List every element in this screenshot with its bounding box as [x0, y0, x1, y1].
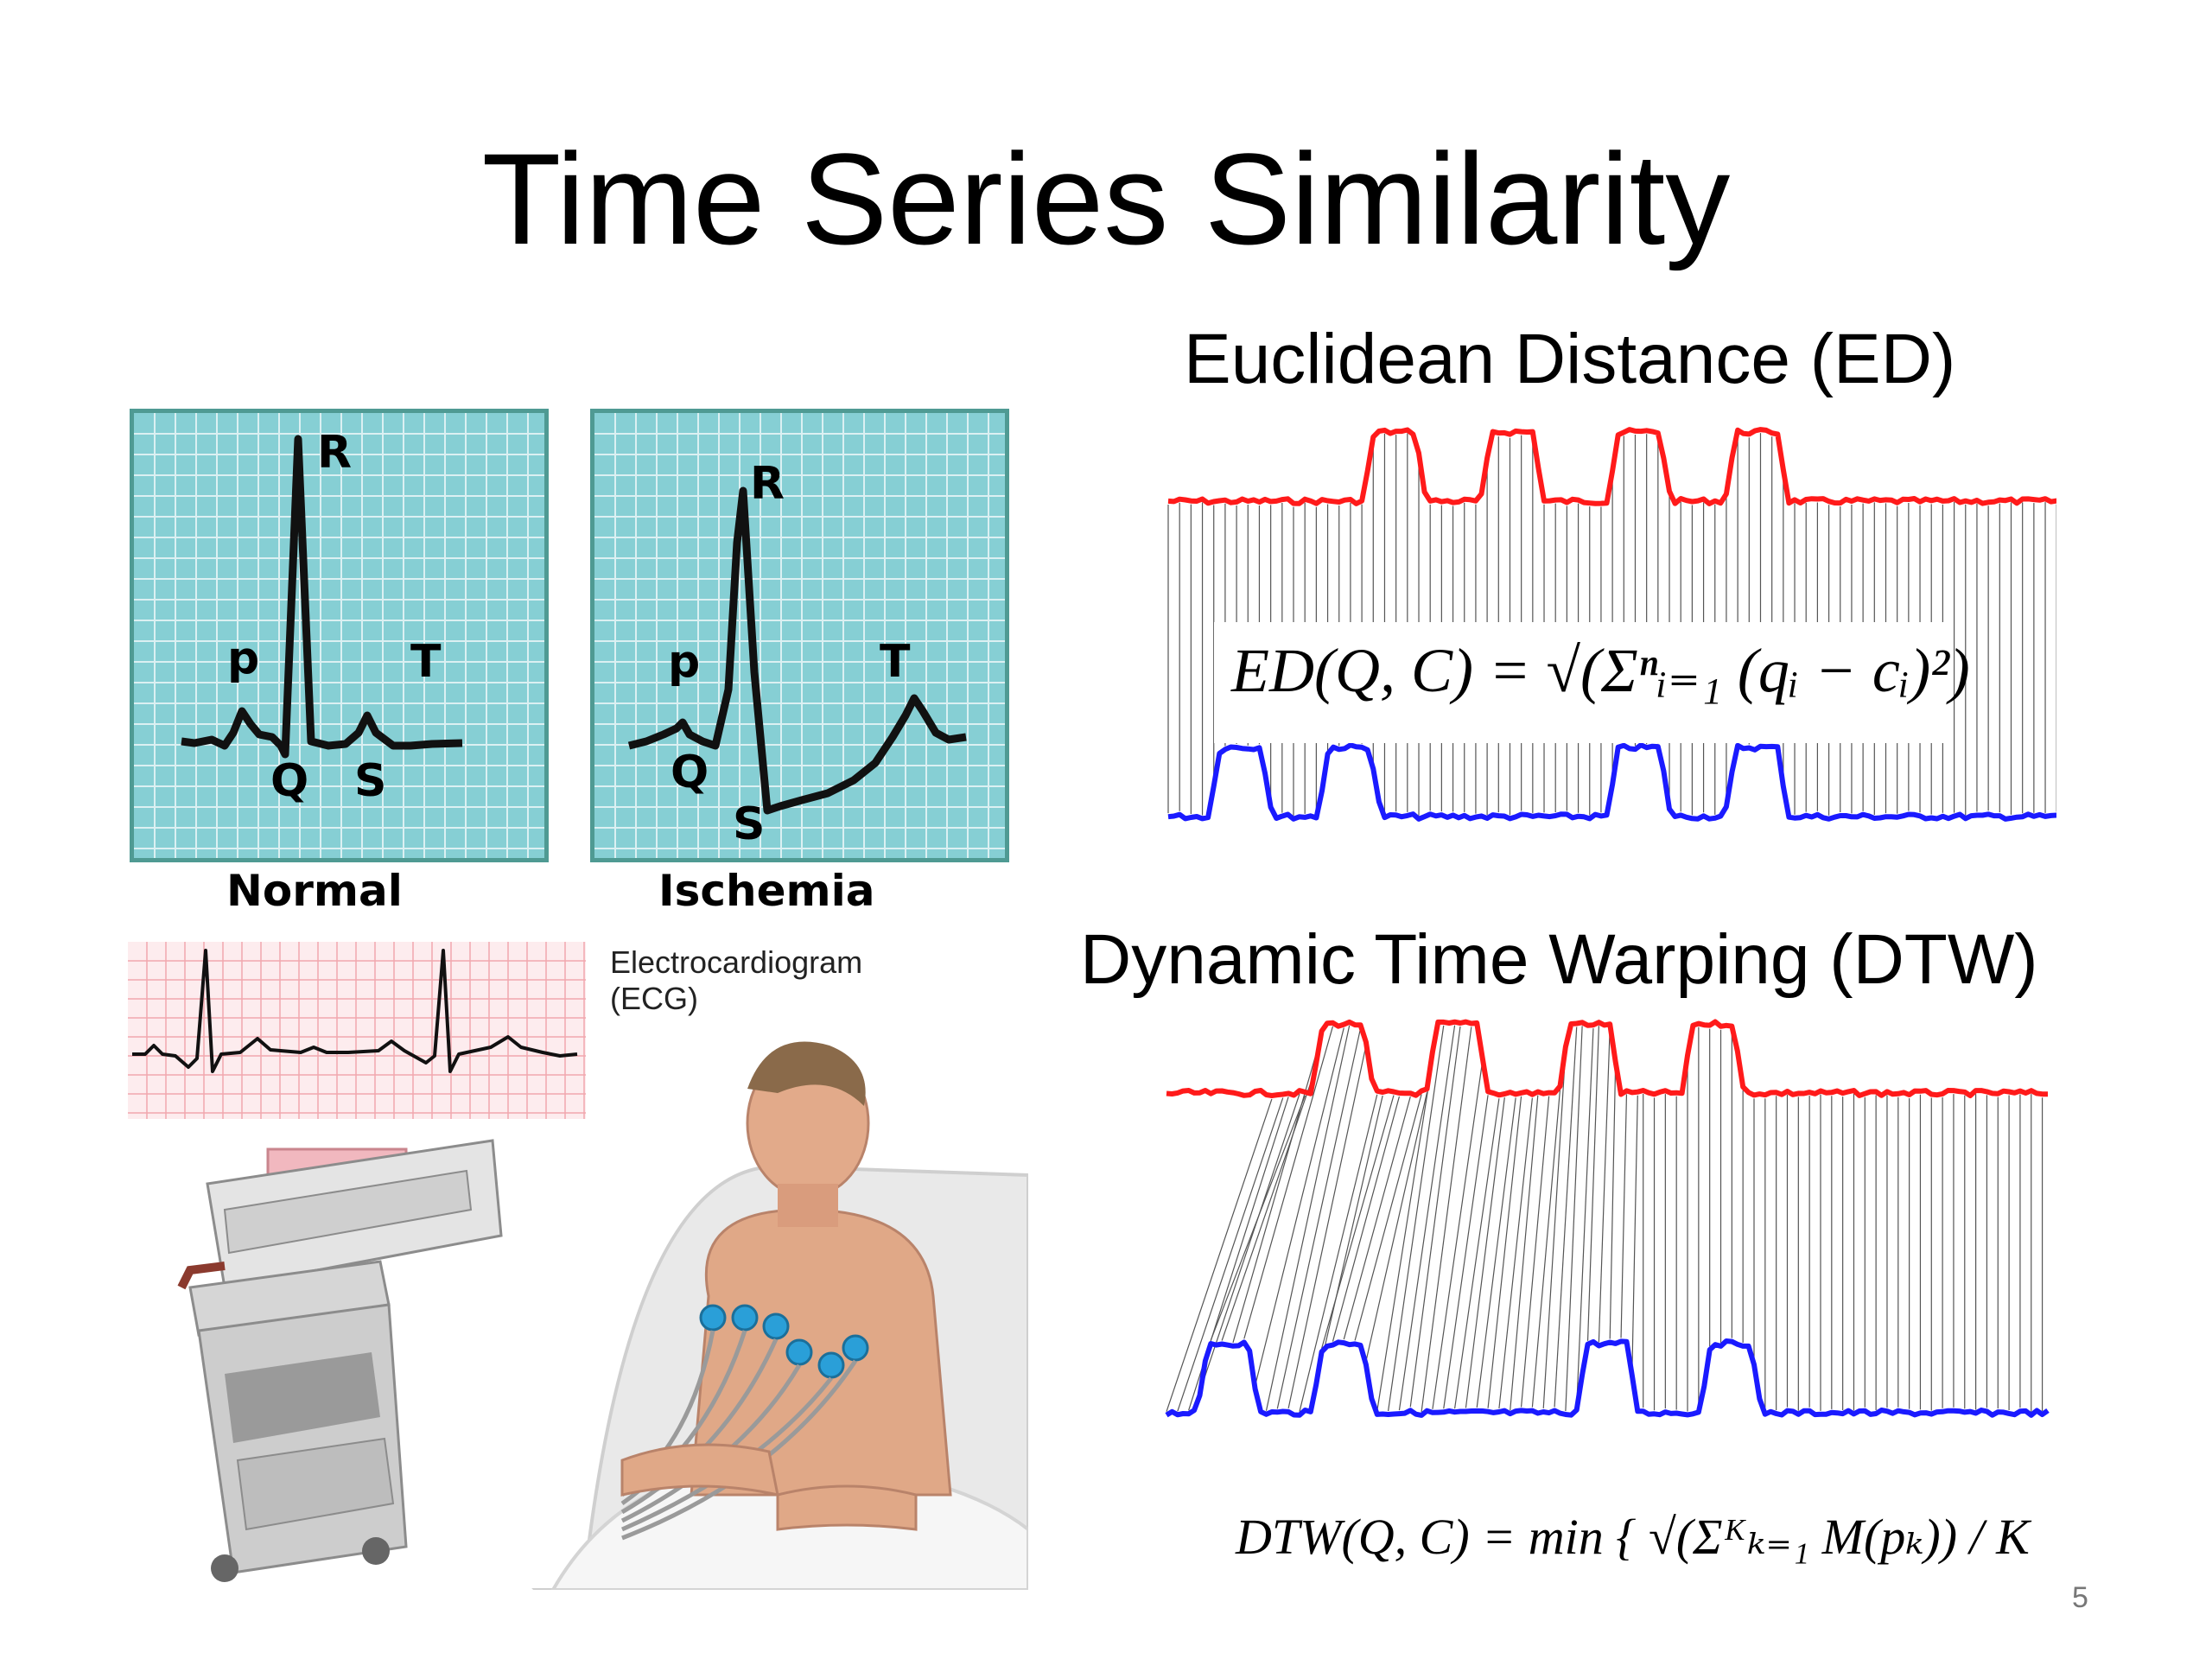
ecg-label-line1: Electrocardiogram — [610, 944, 863, 980]
euclidean-heading: Euclidean Distance (ED) — [1184, 320, 1956, 398]
ed-formula: ED(Q, C) = √(Σⁿᵢ₌₁ (qᵢ − cᵢ)²) — [1231, 636, 1970, 705]
ecg-panel-normal: R p Q S T — [130, 409, 549, 862]
slide-number: 5 — [2072, 1581, 2088, 1614]
p-wave-label: p — [227, 632, 260, 684]
ischemia-waveform — [594, 413, 1005, 858]
normal-waveform — [134, 413, 544, 858]
ed-formula-background — [1214, 622, 1948, 743]
ischemia-caption: Ischemia — [658, 866, 875, 916]
r-wave-label: R — [317, 427, 353, 479]
ecg-strip-trace — [128, 942, 586, 1119]
series-q-line — [1167, 427, 2056, 506]
slide-title: Time Series Similarity — [481, 126, 1731, 271]
r-wave-label: R — [750, 458, 785, 510]
normal-caption: Normal — [226, 866, 403, 916]
q-wave-label: Q — [671, 747, 709, 798]
ecg-strip — [128, 942, 586, 1119]
ecg-strip-label: Electrocardiogram (ECG) — [610, 944, 862, 1017]
series-c-line — [1165, 1338, 2050, 1418]
t-wave-label: T — [410, 636, 442, 688]
dtw-formula: DTW(Q, C) = min { √(Σᴷₖ₌₁ M(pₖ)) / K — [1236, 1509, 2030, 1565]
q-wave-label: Q — [270, 755, 309, 807]
s-wave-label: S — [354, 755, 387, 807]
patient-ecg-illustration — [177, 1041, 1028, 1590]
series-c-line — [1167, 742, 2056, 822]
ecg-label-line2: (ECG) — [610, 981, 698, 1016]
dtw-heading: Dynamic Time Warping (DTW) — [1080, 920, 2038, 999]
p-wave-label: p — [668, 636, 701, 688]
dtw-alignment-plot — [1165, 1019, 2050, 1418]
ecg-panel-ischemia: R p Q S T — [590, 409, 1009, 862]
series-q-line — [1166, 1019, 2048, 1098]
s-wave-label: S — [733, 798, 766, 850]
t-wave-label: T — [880, 636, 911, 688]
euclidean-alignment-plot — [1167, 427, 2056, 822]
